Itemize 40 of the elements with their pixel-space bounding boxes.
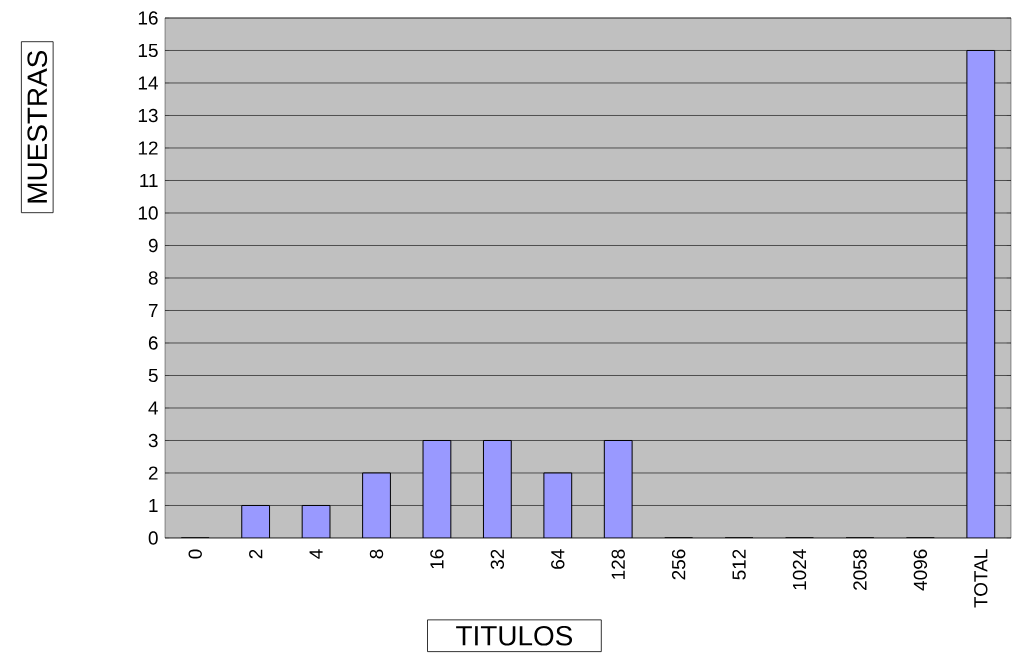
x-tick-label: 8 (369, 549, 384, 559)
y-tick-label: 9 (148, 238, 158, 253)
x-tick-label: 32 (490, 549, 505, 570)
x-tick-label: 128 (611, 549, 625, 579)
y-tick-label: 11 (140, 173, 158, 187)
x-tick-label: 2 (249, 549, 263, 559)
x-tick-label: 512 (732, 549, 746, 580)
y-tick-label: 8 (148, 271, 158, 285)
y-tick-label: 1 (149, 498, 158, 512)
y-tick-label: 2 (148, 466, 158, 480)
y-tick-label: 0 (148, 531, 158, 545)
bar (482, 439, 512, 538)
x-tick-label: 16 (430, 549, 444, 569)
x-tick-label: 4 (309, 549, 323, 559)
bar (422, 439, 452, 538)
bar (543, 472, 573, 538)
bar (603, 439, 633, 538)
x-tick-label: 64 (551, 549, 565, 569)
y-tick-label: 4 (148, 401, 158, 415)
y-tick-label: 3 (148, 433, 158, 448)
x-tick-label: 4096 (913, 549, 928, 591)
x-tick-label: TOTAL (974, 549, 988, 608)
bar (362, 472, 391, 538)
x-tick-label: 2058 (853, 549, 867, 590)
y-tick-label: 7 (148, 303, 158, 317)
y-tick-label: 10 (138, 206, 158, 220)
y-tick-label: 6 (148, 336, 158, 350)
x-tick-label: 256 (671, 549, 686, 580)
y-tick-label: 13 (138, 108, 158, 123)
y-tick-label: 12 (138, 141, 158, 155)
y-tick-label: 15 (138, 43, 158, 58)
bar (241, 504, 271, 538)
bar (966, 49, 996, 538)
y-tick-label: 16 (138, 11, 158, 25)
y-tick-label: 5 (148, 368, 158, 383)
y-axis-title: MUESTRAS (27, 50, 48, 203)
y-tick-label: 14 (138, 76, 158, 90)
x-tick-label: 0 (188, 549, 202, 559)
x-tick-label: 1024 (792, 549, 807, 590)
x-axis-title: TITULOS (456, 625, 573, 646)
